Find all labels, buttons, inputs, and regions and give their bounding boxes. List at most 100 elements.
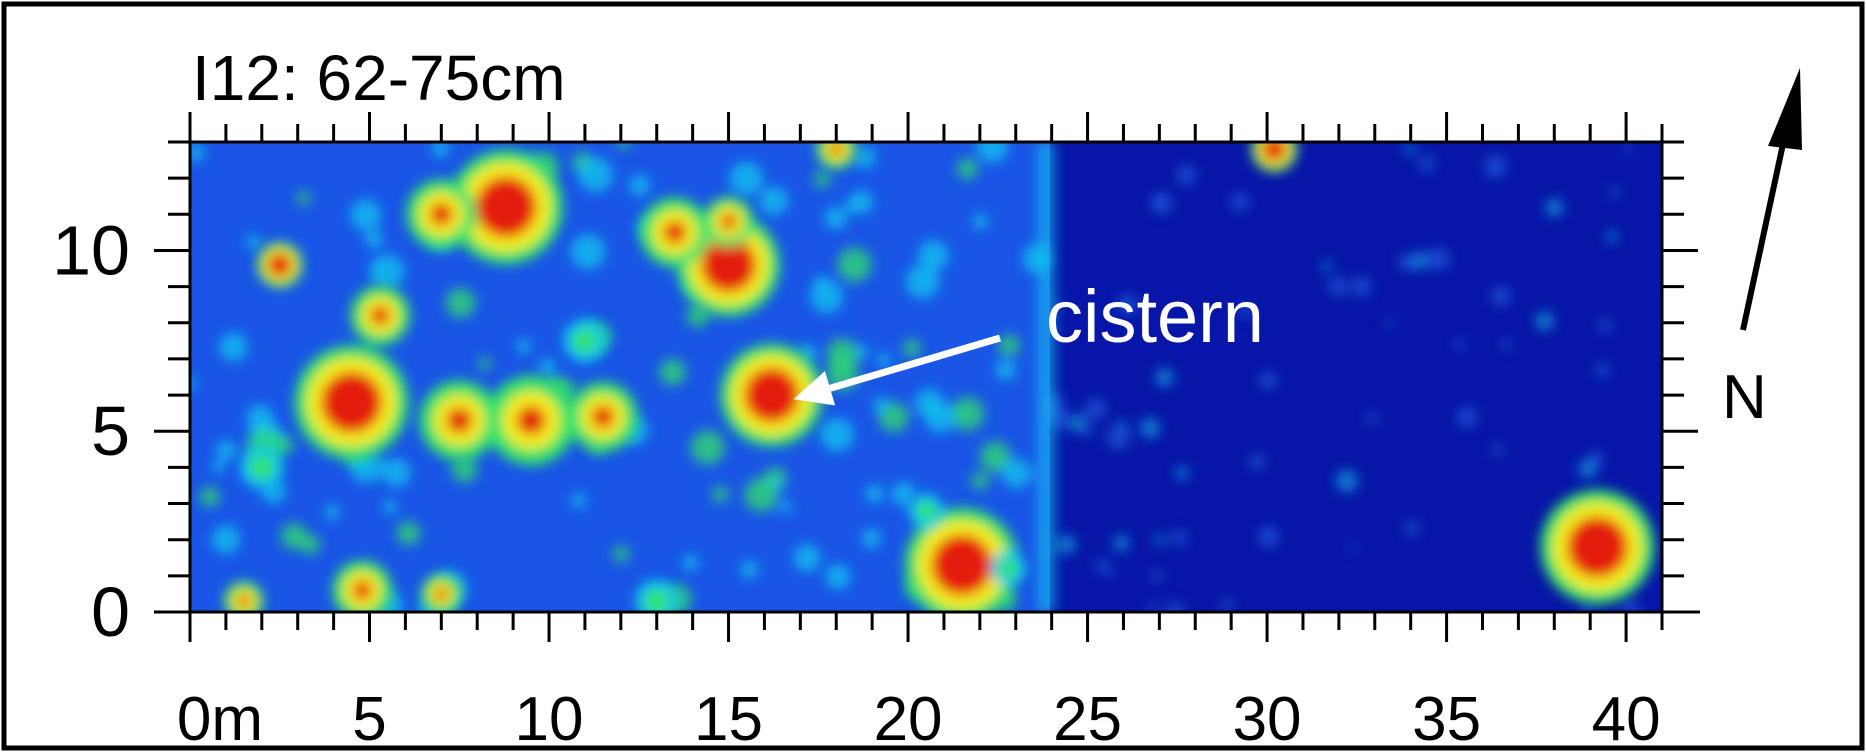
anomaly-mark (350, 285, 411, 346)
heatmap-speckle (1545, 198, 1564, 217)
heatmap-speckle (1117, 420, 1128, 431)
heatmap-speckle (280, 523, 307, 550)
heatmap-speckle (854, 344, 869, 360)
heatmap-speckle (690, 430, 725, 465)
heatmap-speckle (296, 191, 311, 205)
gpr-heatmap (190, 142, 1662, 612)
heatmap-speckle (1598, 318, 1613, 333)
heatmap-speckle (1623, 145, 1633, 155)
x-tick-label: 30 (1233, 685, 1302, 752)
heatmap-speckle (1321, 260, 1332, 271)
heatmap-speckle (1249, 453, 1265, 470)
anomaly-mark (256, 241, 303, 288)
north-arrow-head (1768, 68, 1802, 150)
heatmap-speckle (445, 288, 476, 318)
heatmap-speckle (1410, 252, 1429, 270)
anomaly-layer (223, 142, 1655, 612)
heatmap-speckle (769, 478, 782, 491)
y-tick-label: 0 (91, 573, 130, 651)
anomaly-mark (639, 197, 710, 268)
heatmap-speckle (1622, 600, 1641, 612)
heatmap-speckle (957, 158, 978, 179)
heatmap-speckle (1365, 412, 1378, 425)
heatmap-speckle (995, 359, 1016, 380)
anomaly-mark (223, 581, 264, 612)
heatmap-speckle (1404, 143, 1416, 155)
heatmap-speckle (918, 240, 949, 271)
anomaly-mark (406, 179, 477, 250)
heatmap-speckle (682, 554, 699, 571)
heatmap-speckle (976, 142, 1009, 163)
heatmap-speckle (364, 230, 384, 249)
anomaly-mark (294, 344, 410, 460)
heatmap-speckle (383, 499, 398, 514)
heatmap-speckle (1106, 426, 1130, 450)
heatmap-speckle (1151, 570, 1164, 582)
heatmap-speckle (1068, 413, 1087, 433)
y-axis-tick-labels: 0 5 10 (52, 211, 130, 651)
heatmap-speckle (1483, 154, 1508, 179)
heatmap-speckle (617, 142, 630, 149)
heatmap-speckle (1606, 230, 1618, 243)
heatmap-speckle (1166, 601, 1184, 612)
heatmap-speckle (825, 563, 851, 590)
heatmap-speckle (1259, 371, 1278, 390)
heatmap-speckle (1057, 534, 1077, 555)
y-tick-label: 10 (52, 211, 130, 289)
heatmap-speckle (1328, 276, 1349, 297)
anomaly-mark (448, 149, 564, 265)
heatmap-speckle (1095, 558, 1109, 572)
heatmap-speckle (1001, 458, 1032, 489)
cistern-label: cistern (1046, 275, 1264, 358)
heatmap-speckle (1384, 318, 1394, 328)
anomaly-mark (332, 560, 393, 612)
north-arrow: N (1722, 68, 1802, 432)
heatmap-speckle (1418, 155, 1435, 172)
heatmap-speckle (891, 482, 916, 507)
heatmap-speckle (216, 440, 237, 461)
heatmap-speckle (1147, 602, 1159, 612)
heatmap-speckle (381, 457, 411, 487)
heatmap-speckle (1609, 186, 1621, 198)
heatmap-speckle (1397, 254, 1415, 271)
x-tick-label: 5 (352, 685, 386, 752)
x-axis-tick-labels: 0m 5 10 15 20 25 30 35 40 (177, 685, 1661, 752)
heatmap-speckle (190, 143, 205, 162)
heatmap-speckle (1112, 534, 1130, 552)
heatmap-speckle (779, 500, 793, 514)
heatmap-speckle (190, 376, 197, 390)
heatmap-speckle (516, 338, 532, 354)
heatmap-speckle (613, 545, 630, 563)
heatmap-speckle (1534, 311, 1555, 331)
heatmap-speckle (950, 397, 985, 431)
heatmap-speckle (199, 486, 220, 507)
anomaly-mark (908, 493, 944, 529)
figure-title: I12: 62-75cm (192, 42, 566, 114)
heatmap-speckle (350, 199, 382, 231)
heatmap-speckle (1577, 459, 1597, 479)
heatmap-speckle (659, 358, 686, 386)
heatmap-speckle (712, 486, 729, 503)
north-label: N (1722, 363, 1767, 432)
heatmap-speckle (837, 247, 872, 282)
heatmap-speckle (324, 504, 340, 520)
anomaly-mark (1251, 142, 1298, 173)
cistern-arrow-head (793, 371, 836, 406)
anomaly-mark (567, 381, 639, 452)
heatmap-speckle (1084, 398, 1107, 421)
heatmap-speckle (1152, 196, 1164, 207)
heatmap-speckle (1220, 598, 1234, 612)
anomaly-mark (563, 319, 607, 363)
heatmap-speckle (728, 161, 764, 196)
anomaly-mark (1539, 489, 1655, 605)
heatmap-speckle (972, 213, 989, 230)
heatmap-speckle (211, 525, 241, 554)
heatmap-speckle (1404, 520, 1420, 536)
heatmap-speckle (628, 174, 651, 197)
heatmap-speckle (814, 275, 829, 290)
heatmap-speckle (853, 146, 876, 169)
heatmap-speckle (826, 338, 858, 370)
heatmap-speckle (1139, 417, 1161, 439)
heatmap-speckle (793, 544, 821, 572)
